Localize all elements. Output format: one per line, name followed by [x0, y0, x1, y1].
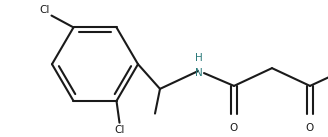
Text: Cl: Cl — [114, 125, 125, 135]
Text: Cl: Cl — [39, 5, 50, 15]
Text: H: H — [195, 53, 203, 63]
Text: O: O — [230, 123, 238, 133]
Text: O: O — [306, 123, 314, 133]
Text: N: N — [195, 68, 203, 78]
